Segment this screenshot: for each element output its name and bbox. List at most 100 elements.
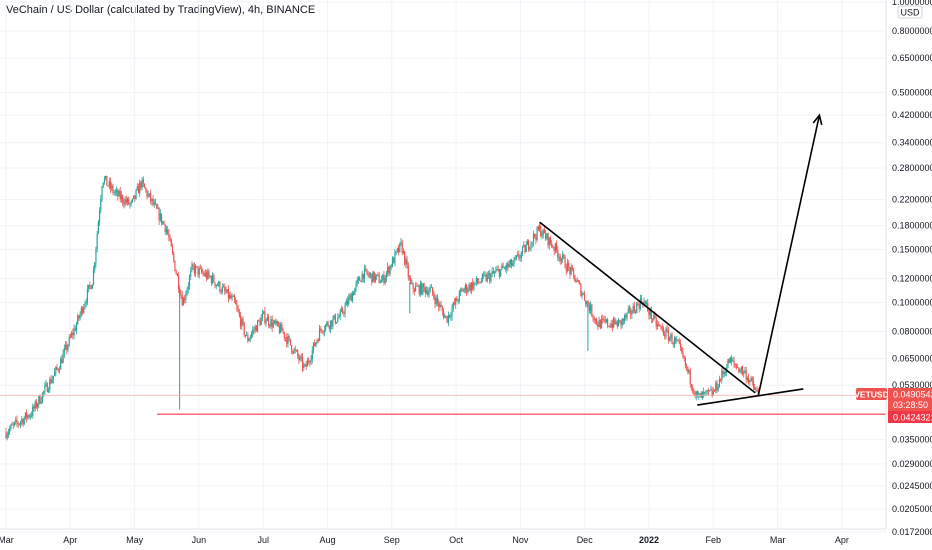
- candle-body: [534, 234, 536, 238]
- descending-trendline[interactable]: [539, 221, 756, 394]
- candle-body: [593, 317, 595, 321]
- y-tick-label: 0.28000000: [892, 163, 932, 173]
- time-axis[interactable]: Mar Apr May Jun Jul Aug Sep Oct Nov Dec 2022 Feb Mar…: [0, 535, 849, 545]
- drawings[interactable]: [0, 113, 886, 415]
- candle-body: [458, 291, 460, 302]
- candle-body: [214, 282, 216, 287]
- candle-body: [416, 285, 418, 287]
- candle-body: [638, 304, 640, 309]
- candle-body: [315, 342, 317, 347]
- candle-body: [241, 318, 243, 327]
- candle-body: [19, 421, 22, 424]
- candle-body: [605, 319, 607, 322]
- x-tick-label: Nov: [512, 535, 529, 545]
- candle-body: [201, 268, 203, 273]
- price-axis[interactable]: 1.00000000 0.80000000 0.65000000 0.50000000…: [892, 0, 932, 537]
- candle-body: [115, 190, 118, 192]
- candle-body: [278, 326, 281, 333]
- candle-body: [670, 334, 672, 338]
- candle-body: [173, 252, 175, 261]
- candle-body: [35, 401, 37, 408]
- candle-body: [526, 241, 528, 245]
- candle-body: [43, 391, 45, 393]
- candle-body: [461, 289, 463, 291]
- candle-body: [72, 332, 74, 335]
- candle-body: [520, 252, 522, 258]
- candle-body: [620, 320, 622, 326]
- candle-body: [29, 415, 31, 418]
- candle-body: [143, 183, 146, 189]
- chart-title: VeChain / US Dollar (calculated by Tradi…: [6, 4, 316, 16]
- candle-body: [598, 320, 600, 328]
- candle-body: [548, 237, 550, 246]
- candle-body: [235, 300, 237, 305]
- candle-body: [385, 272, 388, 279]
- candle-body: [659, 324, 661, 327]
- candle-body: [436, 297, 439, 303]
- candle-body: [68, 336, 70, 346]
- candle-body: [312, 342, 315, 351]
- candle-body: [673, 338, 676, 345]
- candle-body: [126, 198, 129, 203]
- candle-body: [153, 202, 155, 205]
- candle-body: [484, 274, 486, 276]
- candle-body: [740, 367, 742, 371]
- candle-body: [568, 262, 570, 268]
- candle-body: [360, 280, 362, 282]
- candle-body: [284, 337, 287, 339]
- candle-body: [32, 406, 34, 416]
- candle-body: [212, 275, 214, 283]
- y-tick-label: 0.08000000: [892, 326, 932, 336]
- candle-body: [372, 271, 374, 283]
- candle-body: [34, 401, 36, 409]
- candle-body: [547, 233, 549, 246]
- candle-body: [299, 356, 301, 360]
- candle-body: [254, 326, 256, 331]
- candle-body: [374, 276, 377, 282]
- candle-body: [371, 273, 373, 283]
- candle-body: [199, 268, 202, 269]
- candle-body: [594, 318, 597, 321]
- candle-body: [145, 188, 147, 191]
- candle-body: [293, 348, 295, 354]
- candle-body: [54, 372, 56, 376]
- candle-body: [495, 270, 497, 273]
- candle-body: [344, 305, 346, 314]
- candle-body: [367, 273, 369, 276]
- candle-body: [545, 233, 547, 239]
- candle-body: [611, 323, 614, 328]
- candle-body: [678, 341, 680, 344]
- breakout-arrow-line[interactable]: [757, 114, 821, 396]
- candle-body: [585, 300, 587, 305]
- candle-body: [171, 246, 174, 253]
- candle-body: [608, 325, 610, 327]
- candle-body: [721, 370, 723, 381]
- x-tick-label: Sep: [384, 535, 400, 545]
- candle-body: [266, 316, 268, 322]
- candle-body: [340, 308, 343, 312]
- candle-body: [600, 318, 603, 329]
- support-price-tag: 0.04243218: [888, 411, 932, 423]
- candle-body: [355, 283, 357, 289]
- candle-body: [90, 285, 92, 289]
- candle-body: [466, 284, 468, 293]
- candle-body: [294, 348, 296, 351]
- currency-badge[interactable]: USD: [897, 5, 923, 19]
- candle-body: [368, 274, 370, 276]
- candle-body: [521, 246, 524, 253]
- candle-body: [233, 296, 236, 301]
- candle-body: [379, 282, 381, 284]
- candle-body: [79, 313, 81, 319]
- candle-body: [150, 193, 152, 202]
- candle-body: [249, 336, 251, 340]
- x-tick-label: Mar: [0, 535, 14, 545]
- candle-body: [475, 278, 477, 283]
- candle-body: [63, 348, 65, 354]
- support-trendline[interactable]: [697, 388, 804, 406]
- candle-body: [306, 360, 309, 367]
- candle-body: [208, 271, 210, 276]
- candle-body: [571, 267, 573, 270]
- y-tick-label: 0.65000000: [892, 53, 932, 63]
- candle-body: [524, 245, 526, 253]
